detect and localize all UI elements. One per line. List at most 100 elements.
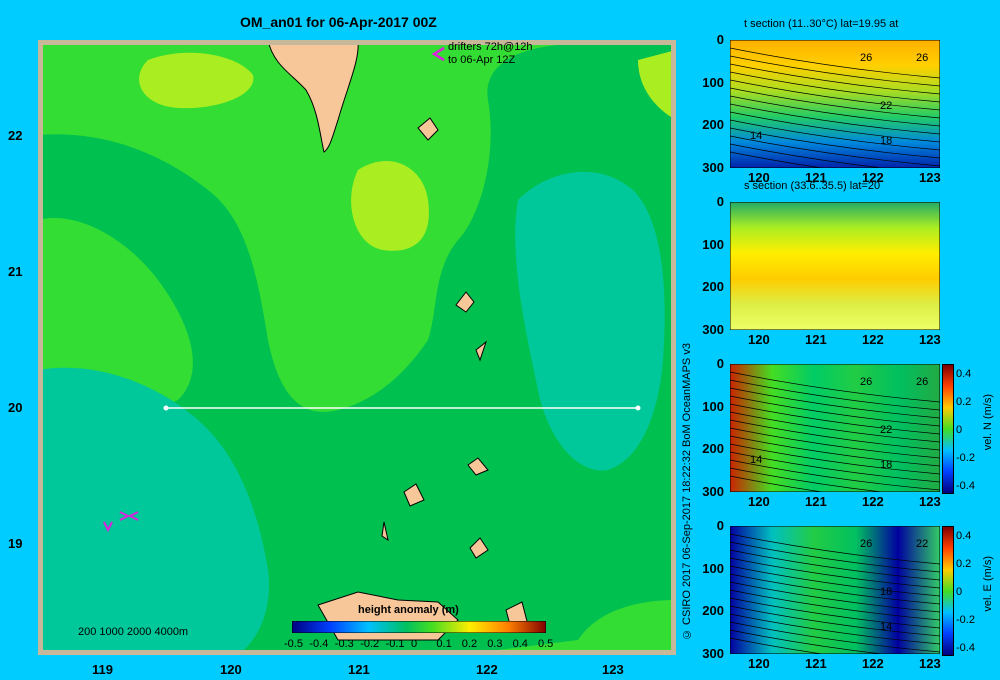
island-4 — [467, 457, 489, 476]
island-1 — [417, 117, 439, 141]
island-2 — [455, 291, 475, 313]
panel-title: s section (33.6..35.5) lat=20 — [744, 180, 881, 192]
isotherm-line — [730, 557, 940, 589]
isotherm-line — [730, 119, 940, 151]
section-panel-plot — [730, 526, 940, 654]
velocity-tick: 0 — [956, 424, 963, 436]
velocity-tick: 0.4 — [956, 368, 972, 380]
isotherm-line — [730, 549, 940, 581]
lon-tick-120: 120 — [220, 662, 242, 677]
isotherm-line — [730, 589, 940, 621]
lon-tick-121: 121 — [348, 662, 370, 677]
colorbar-title: height anomaly (m) — [358, 604, 459, 616]
panel-title: t section (11..30°C) lat=19.95 at — [744, 18, 899, 30]
map-title: OM_an01 for 06-Apr-2017 00Z — [240, 14, 437, 30]
isotherm-line — [730, 395, 940, 427]
colorbar-ticks: -0.5 -0.4 -0.3 -0.2 -0.1 0 0.1 0.2 0.3 0.4 0.5 — [282, 638, 554, 652]
section-lon-tick: 122 — [862, 170, 884, 185]
depth-tick: 200 — [702, 279, 724, 295]
lat-tick-20: 20 — [8, 400, 23, 415]
section-lon-tick: 122 — [862, 656, 884, 671]
contour-label: 26 — [916, 52, 929, 64]
drifters-label-2: to 06-Apr 12Z — [448, 54, 516, 66]
section-lon-tick: 122 — [862, 494, 884, 509]
section-panel-plot — [730, 364, 940, 492]
section-panel-plot — [730, 40, 940, 168]
map-border — [38, 40, 676, 655]
section-lon-tick: 122 — [862, 332, 884, 347]
section-lon-tick: 121 — [805, 170, 827, 185]
isotherm-line — [730, 411, 940, 443]
depth-tick: 100 — [702, 398, 724, 414]
isotherm-line — [730, 427, 940, 459]
isotherm-line — [730, 47, 940, 79]
land-taiwan — [267, 40, 359, 153]
velocity-colorbar — [942, 526, 954, 656]
contour-label: 14 — [750, 454, 763, 466]
colorbar-tick-label: 0.5 — [538, 638, 554, 650]
depth-tick: 200 — [702, 117, 724, 133]
velocity-tick: -0.4 — [956, 480, 975, 492]
contour-label: 26 — [860, 376, 873, 388]
island-5 — [403, 483, 425, 507]
colorbar-tick-label: -0.5 — [284, 638, 303, 650]
drifter-arrow-2 — [103, 521, 113, 533]
map-plot[interactable] — [38, 40, 676, 655]
velocity-tick: -0.4 — [956, 642, 975, 654]
colorbar-tick-label: 0.2 — [461, 638, 478, 650]
contour-label: 14 — [880, 621, 893, 633]
section-lon-tick: 121 — [805, 332, 827, 347]
lat-tick-22: 22 — [8, 128, 23, 143]
section-panel-field — [730, 40, 940, 168]
credit-text: © CSIRO 2017 06-Sep-2017 18:22:32 BoM Oc… — [681, 343, 693, 640]
isotherm-line — [730, 55, 940, 87]
colorbar-tick-label: 0.4 — [512, 638, 528, 650]
section-lon-tick: 123 — [919, 656, 941, 671]
section-lon-tick: 121 — [805, 494, 827, 509]
lat-tick-21: 21 — [8, 264, 23, 279]
isotherm-line — [730, 419, 940, 451]
isotherm-line — [730, 475, 825, 492]
colorbar — [292, 621, 546, 633]
isotherm-line — [730, 103, 940, 135]
contour-label: 18 — [880, 135, 893, 147]
island-7 — [469, 537, 489, 559]
contour-label: 26 — [916, 376, 929, 388]
velocity-label: vel. E (m/s) — [982, 556, 994, 612]
isotherm-line — [730, 581, 940, 613]
isotherm-line — [730, 111, 940, 143]
depth-tick: 100 — [702, 560, 724, 576]
isotherm-line — [730, 95, 940, 127]
velocity-tick: 0.4 — [956, 530, 972, 542]
isotherm-line — [730, 605, 940, 637]
isotherm-line — [730, 637, 825, 654]
contour-label: 26 — [860, 538, 873, 550]
section-end[interactable] — [635, 405, 641, 411]
colorbar-tick-label: -0.4 — [309, 638, 329, 650]
sea-light-left — [38, 218, 193, 412]
lat-tick-19: 19 — [8, 536, 23, 551]
section-lon-tick: 120 — [748, 656, 770, 671]
isotherm-line — [730, 79, 940, 111]
isotherm-line — [730, 403, 940, 435]
sea-yellow-ne — [638, 50, 676, 120]
isotherm-line — [730, 379, 940, 411]
drifter-arrow-1 — [431, 46, 445, 62]
depth-tick: 300 — [702, 484, 724, 499]
velocity-label: vel. N (m/s) — [982, 394, 994, 451]
velocity-tick: 0 — [956, 586, 963, 598]
section-panel-plot — [730, 202, 940, 330]
section-lon-tick: 123 — [919, 494, 941, 509]
contour-label: 26 — [860, 52, 873, 64]
contour-label: 22 — [916, 538, 929, 550]
colorbar-tick-label: -0.1 — [385, 638, 405, 650]
section-start[interactable] — [163, 405, 169, 411]
isotherm-line — [730, 467, 885, 492]
section-lon-tick: 120 — [748, 332, 770, 347]
lon-tick-119: 119 — [92, 662, 113, 677]
sea-teal-sw — [38, 367, 269, 655]
isotherm-line — [730, 87, 940, 119]
colorbar-tick-label: -0.3 — [334, 638, 354, 650]
section-lon-tick: 123 — [919, 332, 941, 347]
contour-label: 18 — [880, 586, 893, 598]
